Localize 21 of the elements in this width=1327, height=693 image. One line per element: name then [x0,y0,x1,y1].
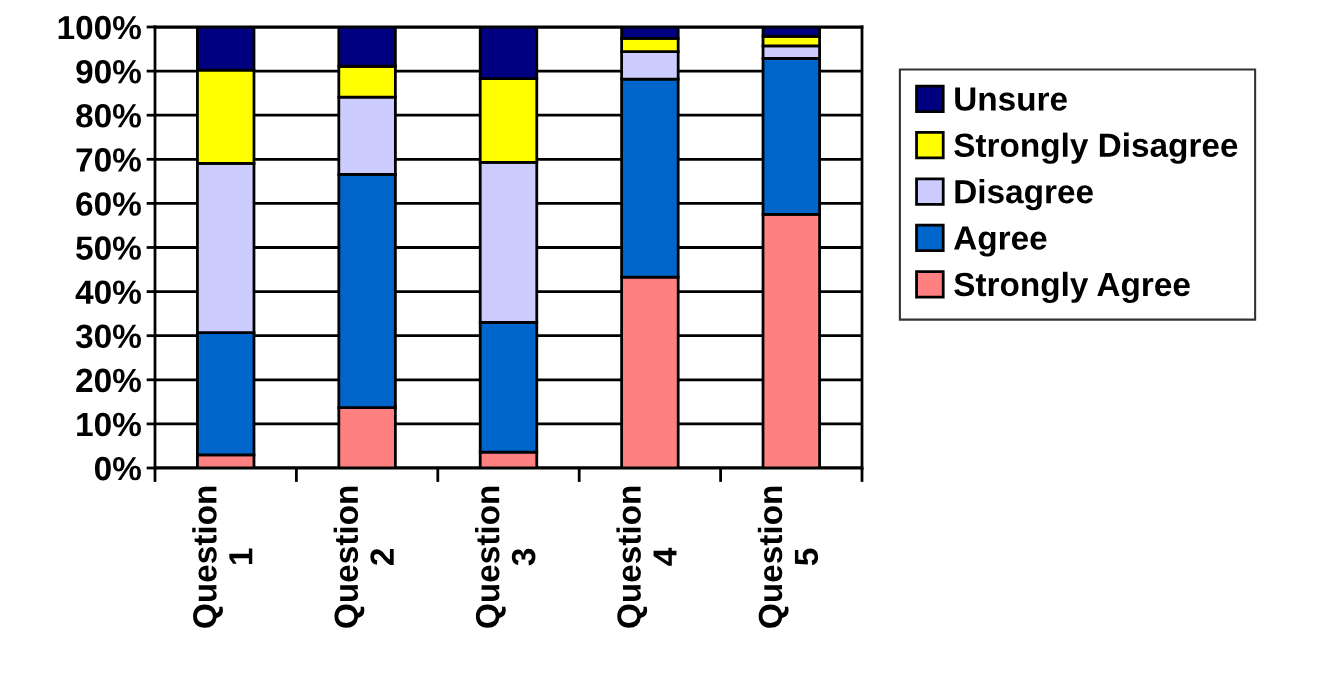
y-tick-label: 50% [76,236,141,260]
legend-label: Disagree [955,178,1093,211]
y-tick-label: 90% [76,59,141,84]
x-tick-label: Question 4 [616,486,677,628]
x-tick-label: Question 2 [333,486,394,628]
y-tick-label: 60% [76,192,141,216]
legend-label: Strongly Agree [954,271,1190,303]
x-tick-label: Question 5 [757,486,819,628]
y-tick-label: 100% [58,15,141,40]
y-tick-label: 40% [75,280,141,305]
x-tick-label: Question 3 [475,486,536,628]
y-tick-label: 80% [76,104,141,128]
y-tick-label: 0% [94,456,141,481]
legend-label: Agree [954,226,1047,257]
y-tick-label: 20% [76,368,141,393]
y-tick-label: 30% [75,324,141,349]
legend-label: Unsure [955,87,1067,111]
y-tick-label: 70% [76,148,141,172]
y-tick-label: 10% [77,412,141,437]
legend-label: Strongly Disagree [954,132,1238,164]
x-tick-label: Question 1 [192,486,253,628]
